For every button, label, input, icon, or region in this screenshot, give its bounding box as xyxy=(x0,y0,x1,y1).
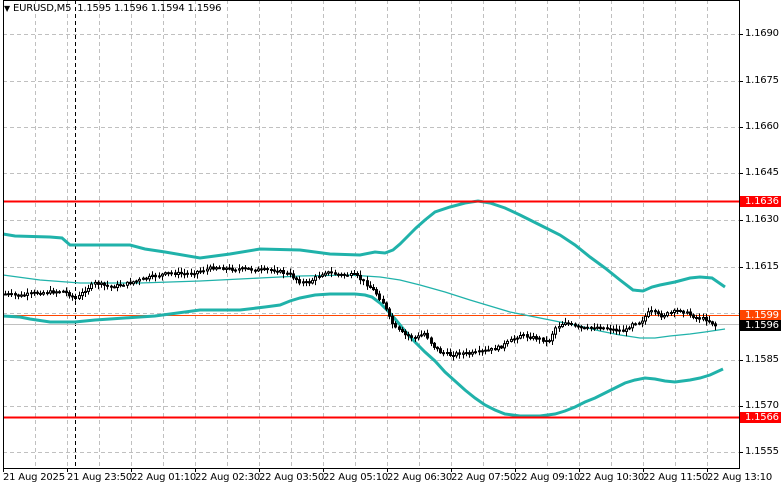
y-label: 1.1585 xyxy=(745,354,779,365)
x-label: 22 Aug 03:50 xyxy=(259,472,325,483)
y-label: 1.1615 xyxy=(745,261,779,272)
y-label: 1.1630 xyxy=(745,214,779,225)
y-label: 1.1645 xyxy=(745,167,779,178)
x-label: 22 Aug 05:10 xyxy=(323,472,389,483)
y-label: 1.1675 xyxy=(745,75,779,86)
bid-price-tag: 1.1596 xyxy=(740,320,781,331)
symbol-label: EURUSD,M5 xyxy=(12,3,72,14)
x-label: 22 Aug 10:30 xyxy=(579,472,645,483)
x-label: 22 Aug 11:50 xyxy=(643,472,709,483)
x-label: 22 Aug 06:30 xyxy=(387,472,453,483)
x-label: 21 Aug 23:50 xyxy=(67,472,133,483)
y-label: 1.1660 xyxy=(745,121,779,132)
x-label: 22 Aug 01:10 xyxy=(131,472,197,483)
x-label: 22 Aug 02:30 xyxy=(195,472,261,483)
x-axis-ticks xyxy=(3,468,708,472)
x-label: 22 Aug 07:50 xyxy=(451,472,517,483)
x-label: 22 Aug 09:10 xyxy=(515,472,581,483)
y-label: 1.1570 xyxy=(745,400,779,411)
bollinger-middle-band[interactable] xyxy=(2,274,726,339)
candlesticks[interactable] xyxy=(4,263,717,361)
y-axis-ticks xyxy=(739,34,743,453)
y-label: 1.1555 xyxy=(745,446,779,457)
ask-price-tag: 1.1599 xyxy=(740,310,781,321)
support-price-tag: 1.1566 xyxy=(740,412,781,423)
collapse-triangle-icon[interactable]: ▼ xyxy=(4,4,10,13)
y-label: 1.1690 xyxy=(745,28,779,39)
ohlc-values: 1.1595 1.1596 1.1594 1.1596 xyxy=(77,3,222,14)
x-label: 22 Aug 13:10 xyxy=(707,472,773,483)
grid xyxy=(3,0,739,468)
x-label: 21 Aug 2025 xyxy=(3,472,65,483)
bollinger-lower-band[interactable] xyxy=(2,292,724,418)
resistance-price-tag: 1.1636 xyxy=(740,196,781,207)
bollinger-upper-band[interactable] xyxy=(2,199,726,293)
chart-header[interactable]: ▼ EURUSD,M5 1.1595 1.1596 1.1594 1.1596 xyxy=(4,3,222,14)
